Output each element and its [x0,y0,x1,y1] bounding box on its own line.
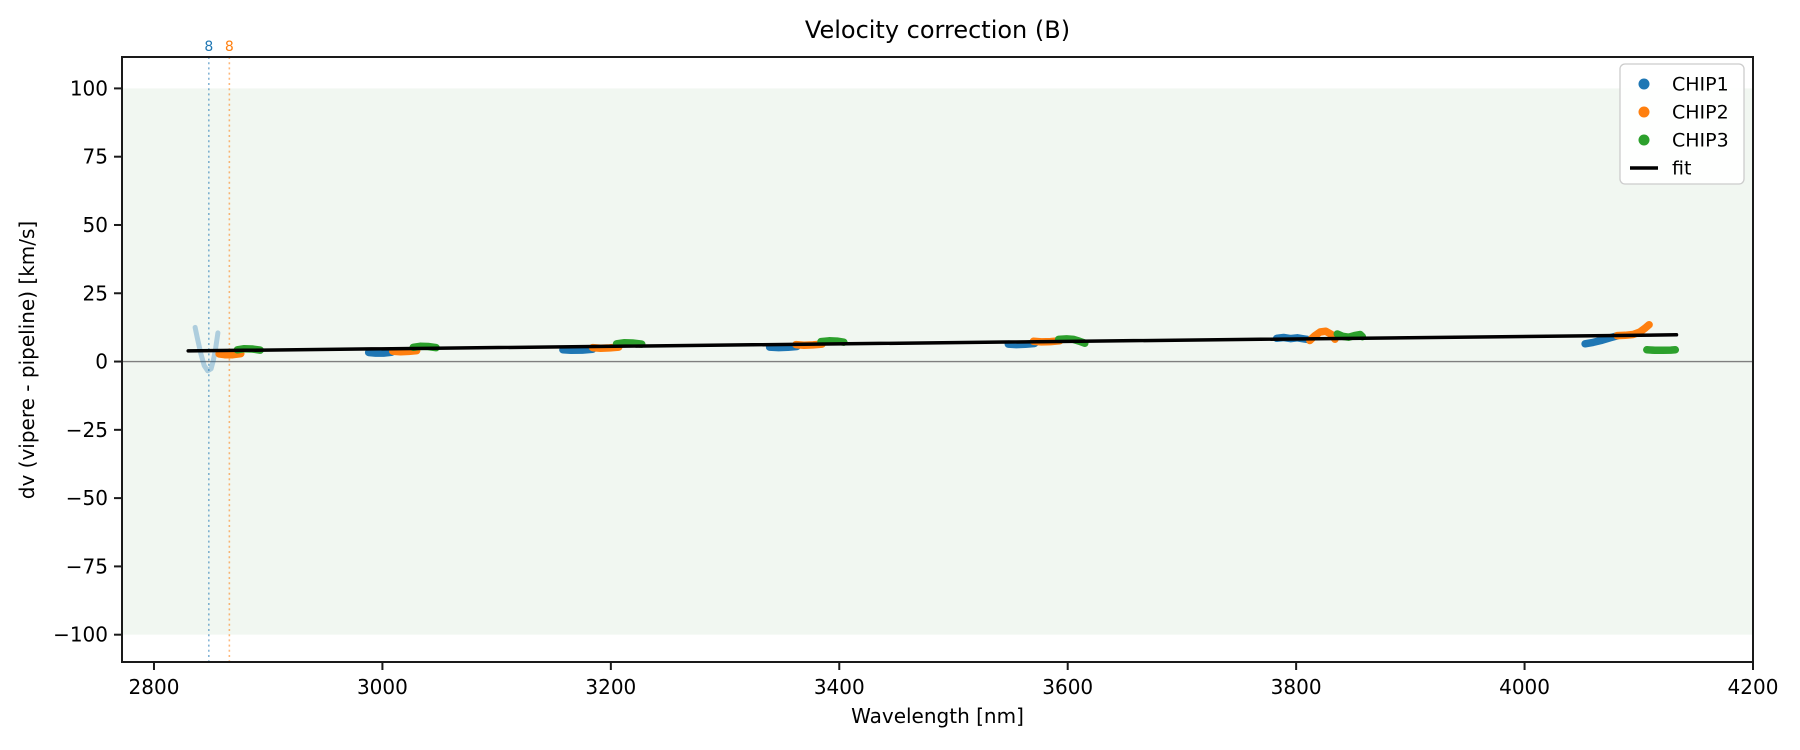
order-marker-label-0: 8 [204,39,213,55]
legend-box [1619,63,1745,185]
x-tick-label-2: 3200 [585,675,636,699]
x-tick-label-1: 3000 [357,675,408,699]
x-tick-label-4: 3600 [1042,675,1093,699]
series-chip1-segment-2 [559,345,597,355]
x-tick-label-0: 2800 [129,675,180,699]
x-tick-label-5: 3800 [1271,675,1322,699]
legend-marker-chip2-icon [1638,106,1650,118]
legend-label-chip1: CHIP1 [1672,74,1729,96]
series-chip2-segment-0 [215,349,245,359]
x-axis-label: Wavelength [nm] [851,704,1024,728]
y-tick-label-6: −50 [66,486,108,510]
chart-title: Velocity correction (B) [804,16,1071,44]
legend-marker-chip3-icon [1638,134,1650,146]
y-tick-label-5: −25 [66,418,108,442]
y-tick-label-1: 75 [83,145,108,169]
series-chip3-segment-2 [612,338,646,348]
x-tick-label-7: 4200 [1728,675,1779,699]
x-tick-label-6: 4000 [1499,675,1550,699]
series-chip1-segment-4 [1004,339,1039,349]
y-tick-label-2: 50 [83,213,108,237]
y-tick-label-0: 100 [70,76,108,100]
y-axis-label: dv (vipere - pipeline) [km/s] [15,220,39,500]
legend-label-chip2: CHIP2 [1672,102,1729,124]
x-tick-label-3: 3400 [814,675,865,699]
order-marker-label-1: 8 [225,39,234,55]
series-chip1-segment-3 [765,342,801,352]
fit-line [186,333,1679,353]
series-chip3-segment-3 [817,337,848,346]
legend-marker-chip1-icon [1638,78,1650,90]
y-tick-label-4: 0 [95,350,108,374]
series-chip2-segment-5 [1306,327,1339,345]
y-tick-label-3: 25 [83,281,108,305]
series-chip1-segment-1 [364,348,396,357]
y-tick-label-7: −75 [66,554,108,578]
legend-label-chip3: CHIP3 [1672,130,1729,152]
y-tick-label-8: −100 [53,623,108,647]
series-chip3-segment-5 [1333,330,1367,341]
legend-label-fit: fit [1672,158,1691,180]
series-chip3-segment-6 [1643,346,1680,355]
